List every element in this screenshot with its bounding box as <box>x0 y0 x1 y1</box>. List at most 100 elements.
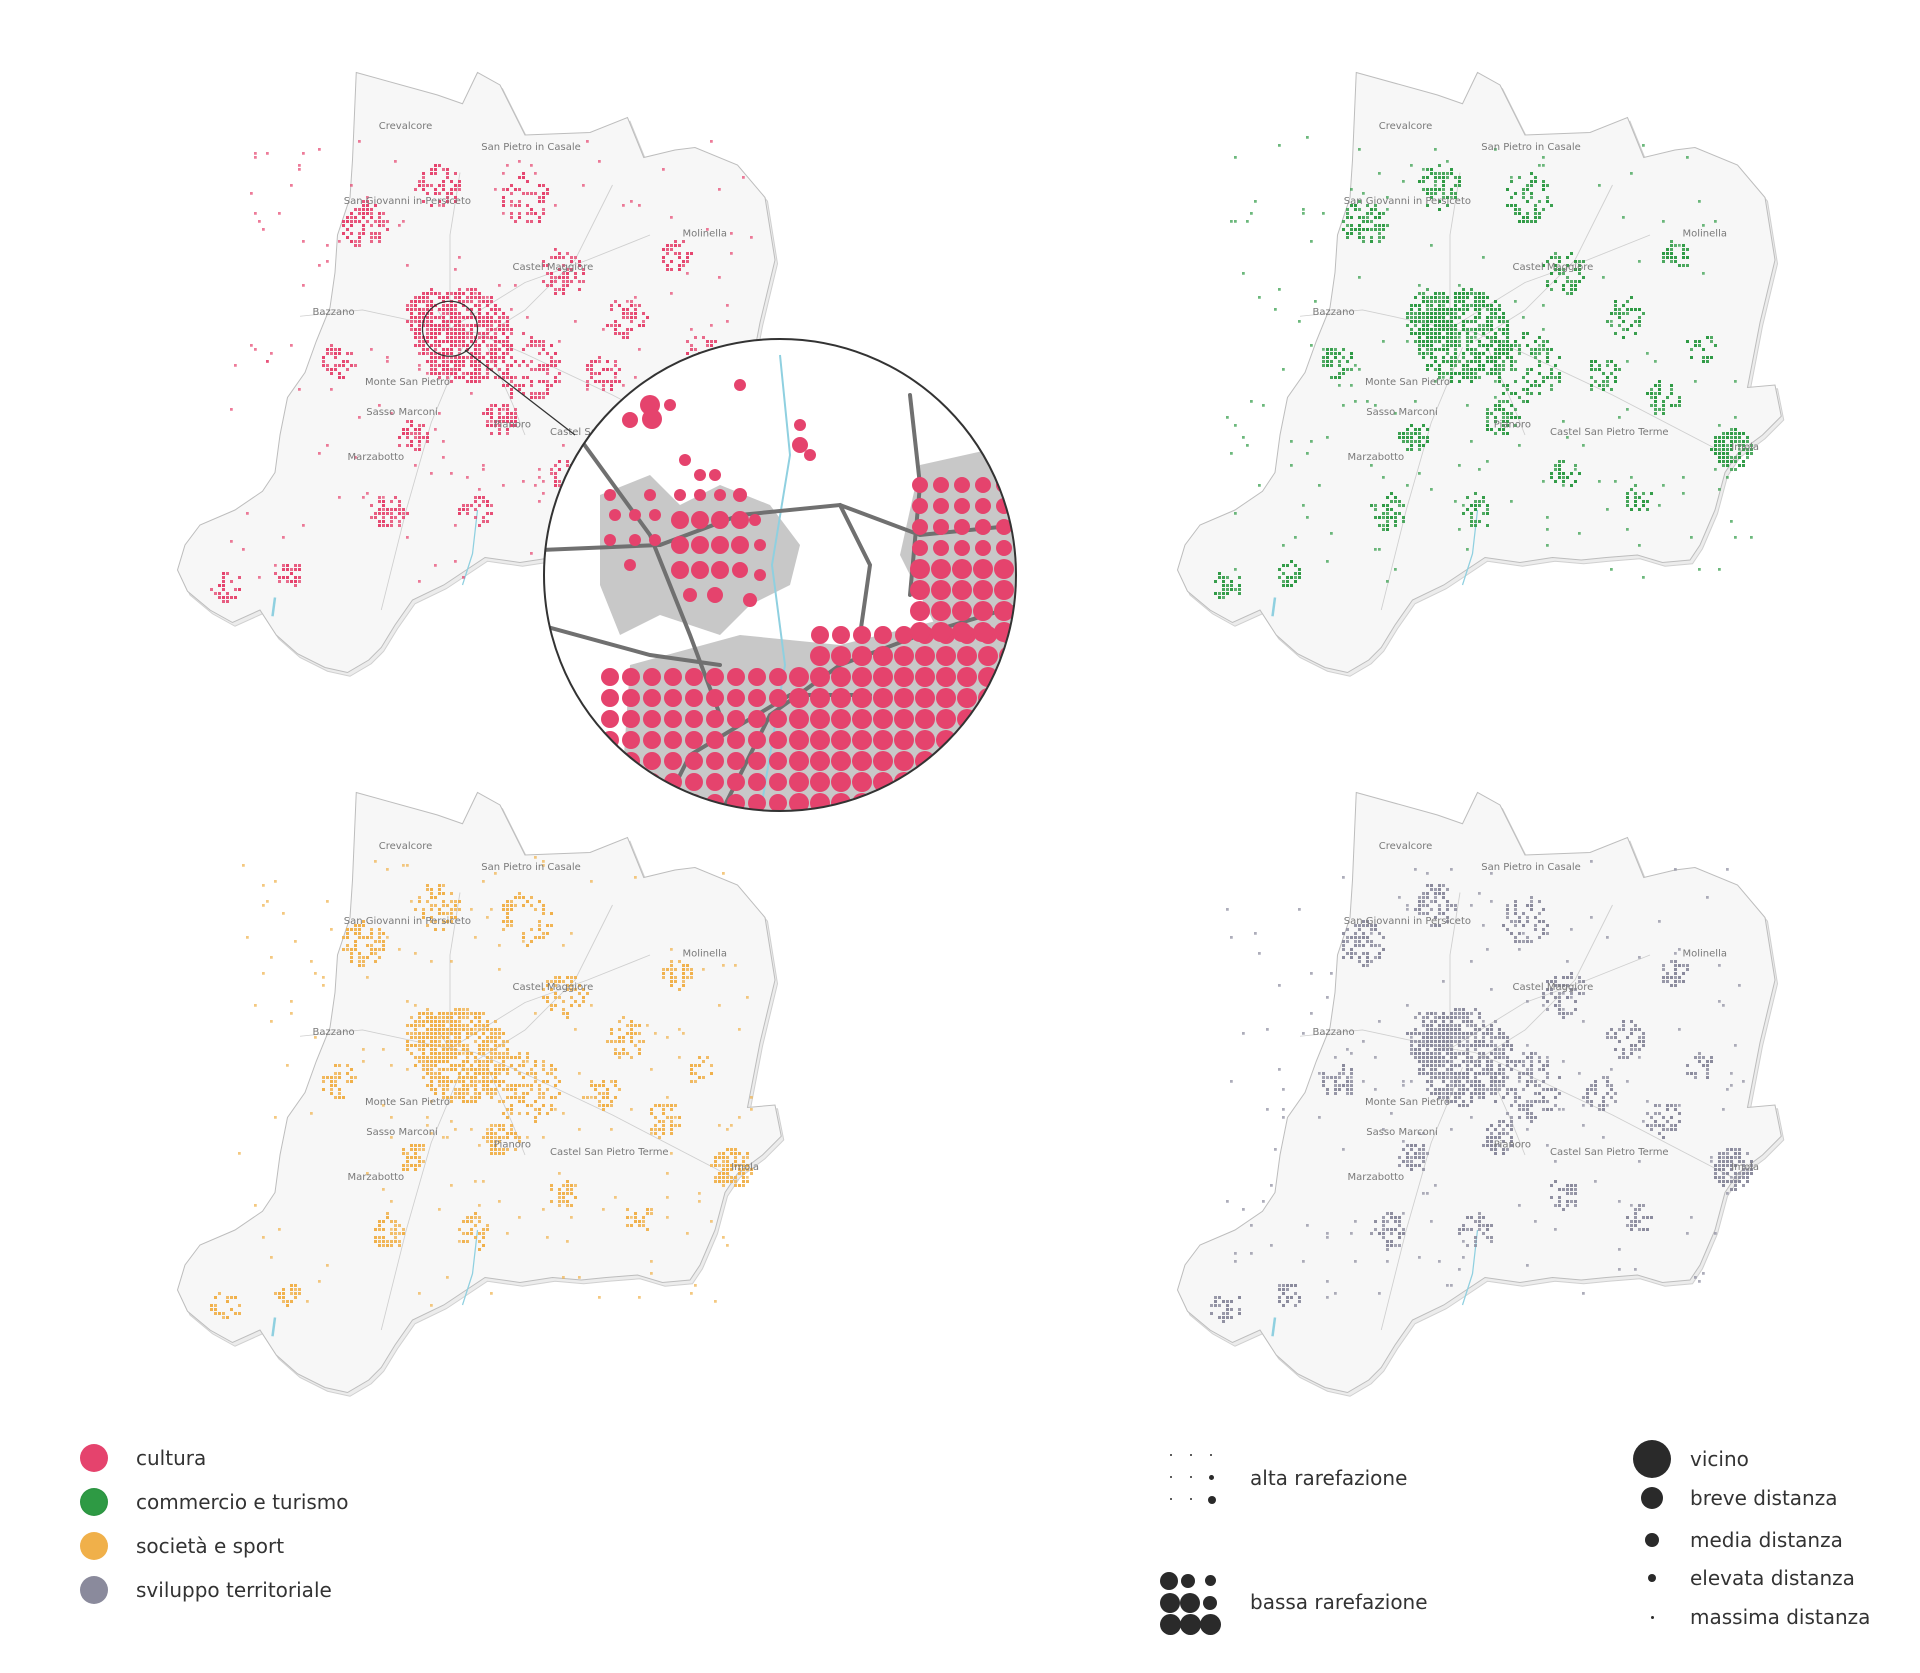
density-cell <box>442 368 445 371</box>
density-cell <box>1434 300 1437 303</box>
density-cell <box>1558 468 1561 471</box>
density-cell <box>1526 380 1529 383</box>
density-cell <box>1706 336 1709 339</box>
density-cell <box>1538 360 1541 363</box>
density-cell <box>1602 388 1605 391</box>
density-cell <box>1498 404 1501 407</box>
density-cell <box>1502 360 1505 363</box>
density-cell <box>538 220 541 223</box>
density-cell <box>746 1168 749 1171</box>
density-cell <box>450 472 453 475</box>
density-cell <box>414 1152 417 1155</box>
density-cell <box>1494 352 1497 355</box>
density-cell <box>1526 400 1529 403</box>
density-cell <box>538 396 541 399</box>
density-cell <box>414 328 417 331</box>
density-cell <box>1470 516 1473 519</box>
density-cell <box>1654 408 1657 411</box>
density-cell <box>418 1044 421 1047</box>
density-cell <box>1418 316 1421 319</box>
density-cell <box>502 1040 505 1043</box>
density-cell <box>1430 356 1433 359</box>
density-cell <box>1506 352 1509 355</box>
density-cell <box>622 204 625 207</box>
density-cell <box>494 1040 497 1043</box>
density-cell <box>434 1044 437 1047</box>
density-cell <box>1614 304 1617 307</box>
density-cell <box>558 372 561 375</box>
density-cell <box>446 336 449 339</box>
density-cell <box>526 1072 529 1075</box>
density-cell <box>1490 360 1493 363</box>
density-cell <box>542 260 545 263</box>
density-cell <box>518 1140 521 1143</box>
density-cell <box>418 352 421 355</box>
density-cell <box>750 1172 753 1175</box>
density-cell <box>558 268 561 271</box>
density-cell <box>1426 204 1429 207</box>
density-cell <box>1482 368 1485 371</box>
town-label: Pianoro <box>1494 420 1531 431</box>
density-cell <box>1530 192 1533 195</box>
density-cell <box>1318 484 1321 487</box>
density-cell <box>1454 184 1457 187</box>
density-cell <box>1418 308 1421 311</box>
density-cell <box>454 360 457 363</box>
density-cell <box>1442 180 1445 183</box>
density-cell <box>522 480 525 483</box>
density-cell <box>490 1128 493 1131</box>
density-cell <box>1290 576 1293 579</box>
density-cell <box>690 344 693 347</box>
density-cell <box>638 348 641 351</box>
density-cell <box>382 496 385 499</box>
density-cell <box>1526 188 1529 191</box>
density-cell <box>618 304 621 307</box>
density-cell <box>514 1136 517 1139</box>
density-cell <box>1630 308 1633 311</box>
density-cell <box>1546 200 1549 203</box>
density-cell <box>422 436 425 439</box>
density-cell <box>482 496 485 499</box>
density-cell <box>418 1012 421 1015</box>
density-cell <box>1486 460 1489 463</box>
density-cell <box>1418 472 1421 475</box>
density-cell <box>1738 448 1741 451</box>
density-cell <box>406 512 409 515</box>
density-cell <box>406 1164 409 1167</box>
density-cell <box>278 1296 281 1299</box>
density-cell <box>446 1040 449 1043</box>
density-cell <box>498 1148 501 1151</box>
density-cell <box>294 584 297 587</box>
density-cell <box>1494 372 1497 375</box>
density-cell <box>1454 296 1457 299</box>
density-cell <box>1534 220 1537 223</box>
density-cell <box>434 360 437 363</box>
density-cell <box>686 256 689 259</box>
density-cell <box>266 152 269 155</box>
density-cell <box>730 1168 733 1171</box>
density-cell <box>414 344 417 347</box>
density-cell <box>458 1080 461 1083</box>
density-cell <box>434 1032 437 1035</box>
density-cell <box>502 360 505 363</box>
density-cell <box>1530 220 1533 223</box>
density-cell <box>1634 500 1637 503</box>
density-cell <box>1694 340 1697 343</box>
density-cell <box>478 316 481 319</box>
density-cell <box>502 324 505 327</box>
density-cell <box>274 564 277 567</box>
density-cell <box>1530 384 1533 387</box>
density-cell <box>494 1072 497 1075</box>
density-cell <box>262 228 265 231</box>
density-cell <box>378 404 381 407</box>
density-cell <box>1350 204 1353 207</box>
density-cell <box>486 344 489 347</box>
density-cell <box>418 440 421 443</box>
density-cell <box>538 340 541 343</box>
density-cell <box>502 188 505 191</box>
density-cell <box>286 564 289 567</box>
density-cell <box>1682 248 1685 251</box>
density-cell <box>1506 400 1509 403</box>
density-cell <box>642 312 645 315</box>
density-cell <box>502 328 505 331</box>
